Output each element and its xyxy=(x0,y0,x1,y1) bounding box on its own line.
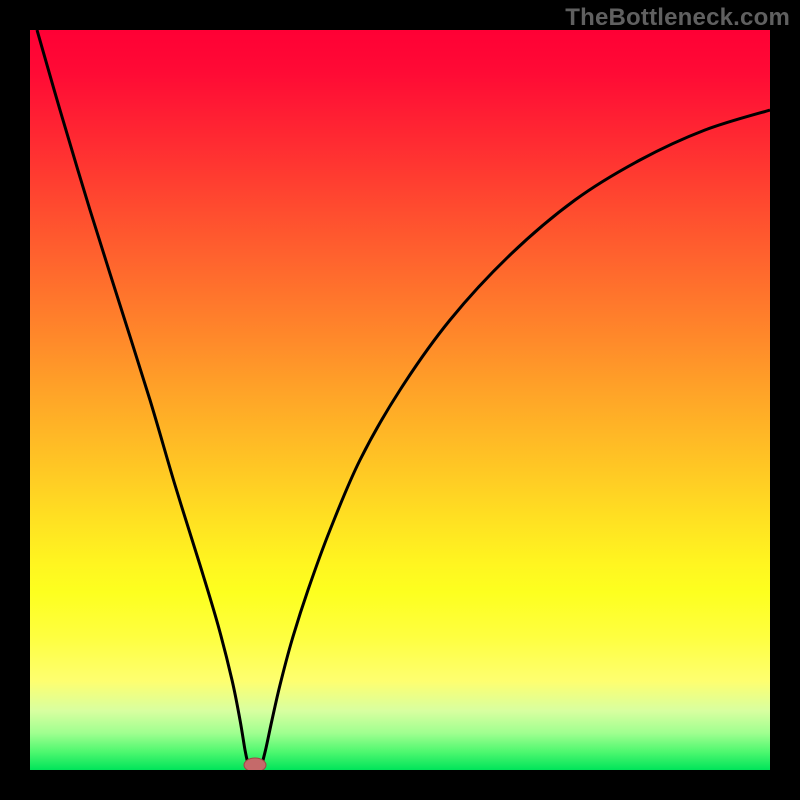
optimal-point-marker xyxy=(244,758,266,772)
bottleneck-chart xyxy=(0,0,800,800)
chart-container: { "meta": { "watermark": "TheBottleneck.… xyxy=(0,0,800,800)
watermark-text: TheBottleneck.com xyxy=(565,4,790,32)
gradient-background xyxy=(30,30,770,770)
